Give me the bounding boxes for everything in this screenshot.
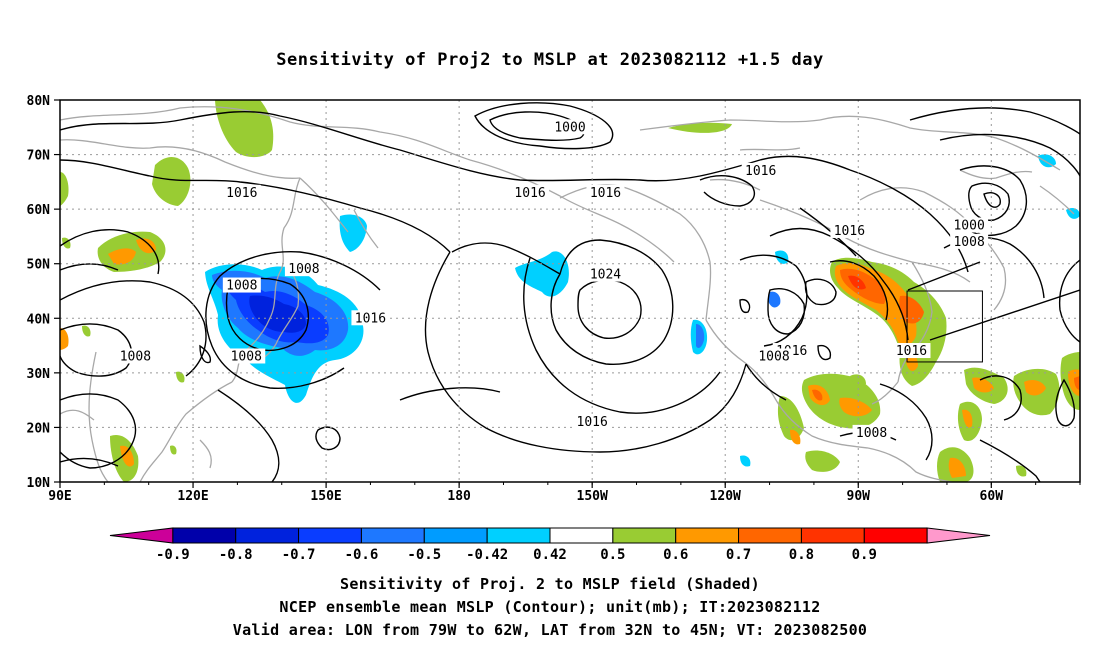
contour-label-background — [950, 233, 989, 249]
contour-label: 1024 — [590, 268, 621, 283]
y-tick-label: 50N — [27, 258, 51, 273]
x-tick-label: 60W — [980, 489, 1004, 504]
y-tick-label: 30N — [27, 367, 51, 382]
y-tick-label: 60N — [27, 203, 51, 218]
contour-label: 1000 — [554, 120, 585, 135]
contour-label: 1016 — [590, 186, 621, 201]
colorbar-swatch — [612, 527, 677, 544]
contour-label-background — [284, 261, 323, 277]
x-tick-label: 90E — [48, 489, 71, 504]
contour-label: 1016 — [834, 224, 865, 239]
caption-line-3: Valid area: LON from 79W to 62W, LAT fro… — [232, 621, 868, 639]
x-tick-label: 150W — [577, 489, 608, 504]
x-tick-label: 120E — [177, 489, 208, 504]
colorbar-label: 0.9 — [852, 547, 877, 563]
colorbar-swatch — [549, 527, 614, 544]
colorbar-swatch — [298, 527, 362, 544]
colorbar-label: -0.42 — [466, 547, 508, 563]
colorbar-label: 0.7 — [726, 547, 751, 563]
contour-label: 1016 — [745, 164, 776, 179]
contour-label-background — [950, 217, 989, 233]
contour-label-background — [892, 343, 931, 359]
colorbar-label: -0.6 — [345, 547, 379, 563]
colorbar: -0.9 -0.8 -0.7 -0.6 -0.5 -0.42 0.42 0.5 0.6 0.7 0.… — [109, 527, 991, 563]
contour-label: 1016 — [896, 344, 927, 359]
contour-label: 1008 — [288, 262, 319, 277]
colorbar-max-triangle — [926, 527, 991, 544]
y-tick-label: 70N — [27, 149, 51, 164]
caption-line-2: NCEP ensemble mean MSLP (Contour); unit(… — [279, 598, 821, 616]
contour-label: 1000 — [953, 219, 984, 234]
colorbar-swatch — [360, 527, 425, 544]
colorbar-label: -0.5 — [407, 547, 441, 563]
contour-label-background — [222, 277, 261, 293]
contour-label-background — [573, 413, 612, 429]
colorbar-label: -0.9 — [156, 547, 190, 563]
colorbar-swatch — [675, 527, 740, 544]
colorbar-label: -0.8 — [219, 547, 253, 563]
contour-label-background — [222, 184, 261, 200]
contour-label: 1008 — [226, 279, 257, 294]
y-tick-label: 10N — [27, 476, 51, 491]
colorbar-label: 0.8 — [789, 547, 814, 563]
x-tick-label: 150E — [310, 489, 341, 504]
y-tick-label: 20N — [27, 421, 51, 436]
contour-label-background — [741, 162, 780, 178]
colorbar-swatch — [486, 527, 551, 544]
colorbar-swatch — [423, 527, 488, 544]
contour-label-background — [586, 266, 625, 282]
contour-label: 1008 — [231, 349, 262, 364]
contour-label: 1016 — [226, 186, 257, 201]
colorbar-label: 0.42 — [533, 547, 567, 563]
plot-frame — [59, 99, 1081, 483]
colorbar-min-triangle — [109, 527, 174, 544]
contour-label: 1008 — [758, 349, 789, 364]
contour-label-background — [227, 348, 266, 364]
x-tick-label: 180 — [447, 489, 471, 504]
colorbar-label: -0.7 — [282, 547, 316, 563]
contour-label-background — [830, 222, 869, 238]
contour-label: 1008 — [120, 349, 151, 364]
valid-area-box — [906, 290, 983, 363]
contour-label-background — [551, 119, 589, 135]
y-tick-label: 80N — [27, 94, 51, 109]
contour-label-background — [755, 348, 793, 364]
mslp-contours — [60, 102, 1080, 482]
colorbar-swatch — [863, 527, 928, 544]
contour-label-background — [511, 184, 550, 200]
colorbar-label: 0.6 — [663, 547, 688, 563]
axes: 90E 120E 150E 180 150W 120W 90W 60W 10N 20N 30N 40N… — [27, 94, 1081, 504]
x-tick-label: 120W — [710, 489, 741, 504]
y-tick-label: 40N — [27, 312, 51, 327]
contour-label-background — [351, 310, 390, 326]
colorbar-label: 0.5 — [600, 547, 625, 563]
contour-label: 1008 — [953, 235, 984, 250]
colorbar-swatch — [172, 527, 237, 544]
colorbar-swatch — [800, 527, 865, 544]
grid-lines — [60, 100, 1080, 482]
figure-title: Sensitivity of Proj2 to MSLP at 20230821… — [276, 50, 824, 70]
contour-label: 1016 — [355, 311, 386, 326]
colorbar-swatch — [738, 527, 802, 544]
contour-label-background — [116, 348, 155, 364]
positive-sensitivity-area — [215, 100, 274, 158]
contour-label: 1016 — [577, 415, 608, 430]
caption-line-1: Sensitivity of Proj. 2 to MSLP field (Sh… — [340, 575, 760, 593]
sensitivity-shading — [60, 100, 1080, 482]
contour-label: 1016 — [514, 186, 545, 201]
contour-label-background — [852, 424, 891, 440]
contour-label: 1008 — [856, 426, 887, 441]
contour-label-background — [586, 184, 625, 200]
x-tick-label: 90W — [847, 489, 871, 504]
colorbar-swatch — [235, 527, 300, 544]
